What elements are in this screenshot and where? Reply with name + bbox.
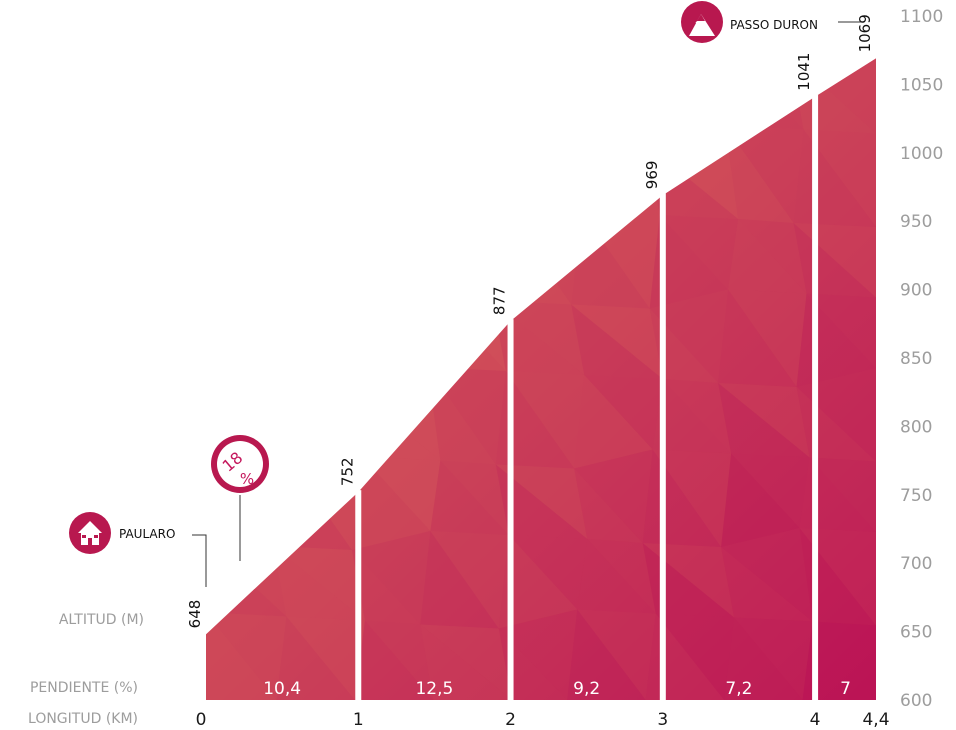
y-tick-label: 800 bbox=[900, 417, 932, 437]
segment-gradient-label: 9,2 bbox=[573, 679, 600, 699]
y-tick-label: 1000 bbox=[900, 144, 943, 164]
x-tick-label: 2 bbox=[505, 710, 516, 730]
x-tick-label: 1 bbox=[353, 710, 364, 730]
y-tick-label: 850 bbox=[900, 349, 932, 369]
y-tick-label: 900 bbox=[900, 281, 932, 301]
max-gradient-badge: 18 % bbox=[211, 435, 269, 561]
altitude-label: 1069 bbox=[856, 14, 874, 52]
altitude-label: 1041 bbox=[795, 53, 813, 91]
mountain-glyph bbox=[689, 14, 715, 36]
y-tick-label: 650 bbox=[900, 623, 932, 643]
segment-gradient-label: 7,2 bbox=[725, 679, 752, 699]
row-label-distance: LONGITUD (KM) bbox=[28, 711, 138, 727]
y-tick-label: 1100 bbox=[900, 7, 943, 27]
y-tick-label: 1050 bbox=[900, 75, 943, 95]
y-tick-label: 600 bbox=[900, 691, 932, 711]
altitude-label: 877 bbox=[491, 286, 509, 315]
row-label-gradient: PENDIENTE (%) bbox=[30, 680, 138, 696]
altitude-label: 752 bbox=[338, 457, 356, 486]
x-tick-label: 4,4 bbox=[862, 710, 889, 730]
y-tick-label: 950 bbox=[900, 212, 932, 232]
house-glyph bbox=[78, 521, 102, 545]
poi-label-end: PASSO DURON bbox=[730, 18, 818, 32]
y-tick-label: 700 bbox=[900, 554, 932, 574]
segment-gradient-label: 12,5 bbox=[415, 679, 453, 699]
x-tick-label: 4 bbox=[810, 710, 821, 730]
altitude-label: 648 bbox=[186, 600, 204, 629]
poi-label-start: PAULARO bbox=[119, 527, 175, 541]
x-tick-label: 0 bbox=[196, 710, 207, 730]
segment-gradient-label: 10,4 bbox=[263, 679, 301, 699]
poi-end: PASSO DURON bbox=[681, 1, 862, 43]
max-gradient-unit: % bbox=[240, 470, 254, 488]
x-axis-ticks: 0 1 2 3 4 4,4 bbox=[196, 710, 890, 730]
segment-gradient-label: 7 bbox=[840, 679, 851, 699]
profile-facets bbox=[206, 58, 876, 700]
poi-start: PAULARO bbox=[69, 512, 207, 587]
km-separators bbox=[355, 94, 819, 702]
poi-start-leader bbox=[192, 534, 207, 587]
altitude-labels: 648 752 877 969 1041 1069 bbox=[186, 14, 874, 628]
altitude-label: 969 bbox=[643, 161, 661, 190]
y-axis-ticks: 600 650 700 750 800 850 900 950 1000 1050 1100 bbox=[900, 7, 943, 711]
facet-group bbox=[206, 58, 876, 700]
y-tick-label: 750 bbox=[900, 486, 932, 506]
row-label-altitude: ALTITUD (M) bbox=[59, 612, 144, 628]
x-tick-label: 3 bbox=[657, 710, 668, 730]
segment-gradient-labels: 10,4 12,5 9,2 7,2 7 bbox=[263, 679, 851, 699]
